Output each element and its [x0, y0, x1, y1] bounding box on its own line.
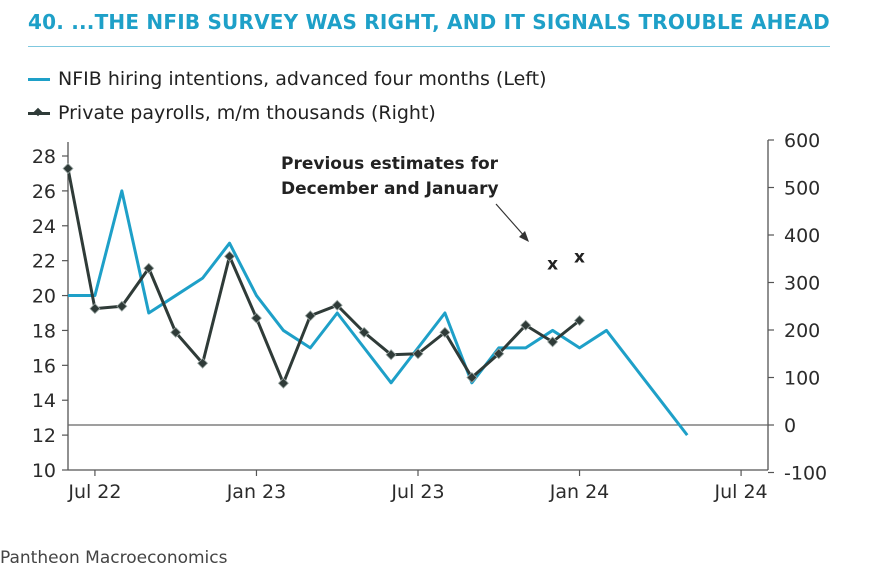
payrolls-series-point — [89, 303, 101, 315]
y-right-tick-label: 0 — [784, 415, 796, 437]
y-right-tick-label: -100 — [784, 463, 827, 485]
y-left-tick-label: 16 — [32, 355, 56, 377]
title-divider — [28, 46, 830, 47]
y-left-tick-label: 10 — [32, 460, 56, 482]
legend-label-payrolls: Private payrolls, m/m thousands (Right) — [58, 102, 436, 124]
y-right-tick-label: 200 — [784, 320, 820, 342]
y-left-tick-label: 12 — [32, 425, 56, 447]
payrolls-series-point — [250, 312, 262, 324]
annotation-text-line: Previous estimates for — [281, 154, 499, 174]
y-left-tick-label: 22 — [32, 251, 56, 273]
y-left-tick-label: 18 — [32, 320, 56, 342]
nfib-series-line — [68, 189, 689, 437]
y-left-tick-label: 24 — [32, 216, 56, 238]
y-right-tick-label: 600 — [784, 130, 820, 152]
payrolls-series-point — [62, 162, 74, 175]
payrolls-series-point — [197, 357, 209, 369]
payrolls-series-point — [520, 319, 532, 331]
legend-item-payrolls: Private payrolls, m/m thousands (Right) — [28, 96, 547, 130]
payrolls-series-point — [277, 377, 289, 389]
previous-estimate-marker: x — [547, 255, 558, 275]
source-footer: Pantheon Macroeconomics — [0, 548, 228, 568]
payrolls-series-point — [358, 326, 370, 338]
annotation-text-line: December and January — [281, 179, 499, 199]
payrolls-series-point — [304, 310, 316, 322]
annotation-arrow-line — [495, 203, 527, 239]
payrolls-series-line — [66, 168, 581, 385]
chart-title: 40. ...THE NFIB SURVEY WAS RIGHT, AND IT… — [28, 10, 830, 34]
x-tick-label: Jul 22 — [67, 481, 121, 503]
y-left-tick-label: 26 — [32, 181, 56, 203]
payrolls-series-point — [143, 262, 155, 274]
payrolls-series-point — [547, 336, 559, 348]
payrolls-series-point — [412, 348, 424, 360]
y-right-tick-label: 400 — [784, 225, 820, 247]
y-left-tick-label: 20 — [32, 286, 56, 308]
x-tick-label: Jan 23 — [226, 481, 287, 503]
legend-swatch-payrolls — [28, 107, 50, 116]
x-tick-label: Jul 24 — [714, 481, 768, 503]
annotation-arrow-head — [519, 231, 529, 242]
x-tick-label: Jul 23 — [390, 481, 444, 503]
payrolls-series-point — [331, 299, 343, 311]
x-tick-label: Jan 24 — [549, 481, 610, 503]
y-right-tick-label: 300 — [784, 273, 820, 295]
payrolls-series-point — [170, 326, 182, 338]
payrolls-series-point — [224, 250, 236, 262]
legend-label-nfib: NFIB hiring intentions, advanced four mo… — [58, 68, 547, 90]
legend-item-nfib: NFIB hiring intentions, advanced four mo… — [28, 62, 547, 96]
y-left-tick-label: 28 — [32, 146, 56, 168]
payrolls-series-point — [574, 314, 586, 327]
payrolls-series-point — [439, 326, 451, 338]
payrolls-series-point — [493, 348, 505, 360]
legend: NFIB hiring intentions, advanced four mo… — [28, 62, 547, 130]
y-right-tick-label: 500 — [784, 178, 820, 200]
payrolls-series-point — [466, 371, 478, 384]
payrolls-series-point — [116, 300, 128, 312]
y-right-tick-label: 100 — [784, 368, 820, 390]
previous-estimate-marker: x — [574, 247, 585, 267]
payrolls-series-point — [385, 349, 397, 361]
y-left-tick-label: 14 — [32, 390, 56, 412]
legend-swatch-nfib — [28, 77, 50, 81]
